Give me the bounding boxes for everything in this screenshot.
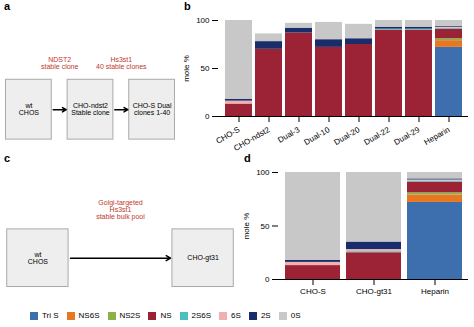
- svg-text:Golgi-targetedHs3st1stable bul: Golgi-targetedHs3st1stable bulk pool: [96, 199, 145, 221]
- svg-text:Dual-3: Dual-3: [276, 125, 301, 145]
- html-text:b: b: [184, 0, 191, 12]
- html-text:2S6S: 2S6S: [191, 311, 212, 320]
- svg-text:0: 0: [265, 275, 270, 284]
- svg-text:CHO-S Dualclones 1-40: CHO-S Dualclones 1-40: [133, 102, 172, 116]
- svg-text:CHO-S: CHO-S: [300, 287, 326, 296]
- svg-text:CHO-gt31: CHO-gt31: [187, 254, 219, 262]
- html-text:c: c: [4, 152, 11, 164]
- svg-text:CHO-ndst2Stable clone: CHO-ndst2Stable clone: [71, 102, 110, 116]
- svg-text:CHO-S: CHO-S: [214, 125, 242, 146]
- html-text:NS2S: NS2S: [119, 311, 141, 320]
- svg-text:Heparin: Heparin: [423, 125, 452, 147]
- svg-text:NDST2stable clone: NDST2stable clone: [41, 56, 78, 70]
- svg-text:Dual-29: Dual-29: [393, 125, 422, 147]
- html-text:d: d: [244, 152, 251, 164]
- html-text:0S: 0S: [290, 311, 301, 320]
- html-text:6S: 6S: [231, 311, 241, 320]
- svg-text:Heparin: Heparin: [421, 287, 449, 296]
- html-text:NS6S: NS6S: [78, 311, 100, 320]
- svg-text:50: 50: [261, 222, 270, 231]
- html-text:NS: NS: [160, 311, 172, 320]
- html-text:Tri S: Tri S: [42, 311, 59, 320]
- svg-text:wtCHOS: wtCHOS: [28, 251, 49, 265]
- html-text:2S: 2S: [260, 311, 271, 320]
- html-text:a: a: [4, 0, 11, 12]
- svg-text:100: 100: [196, 16, 210, 25]
- svg-text:Dual-22: Dual-22: [363, 125, 392, 147]
- svg-text:CHO-ndst2: CHO-ndst2: [232, 125, 272, 152]
- svg-text:mole %: mole %: [242, 213, 251, 240]
- svg-text:50: 50: [201, 64, 210, 73]
- svg-text:0: 0: [205, 112, 210, 121]
- svg-text:Hs3st140 stable clones: Hs3st140 stable clones: [96, 56, 147, 70]
- svg-text:Dual-10: Dual-10: [303, 125, 332, 147]
- svg-text:mole %: mole %: [182, 55, 191, 82]
- svg-text:100: 100: [256, 168, 270, 177]
- svg-text:wtCHOS: wtCHOS: [19, 102, 40, 116]
- svg-text:CHO-gt31: CHO-gt31: [356, 287, 393, 296]
- svg-text:Dual-20: Dual-20: [333, 125, 362, 147]
